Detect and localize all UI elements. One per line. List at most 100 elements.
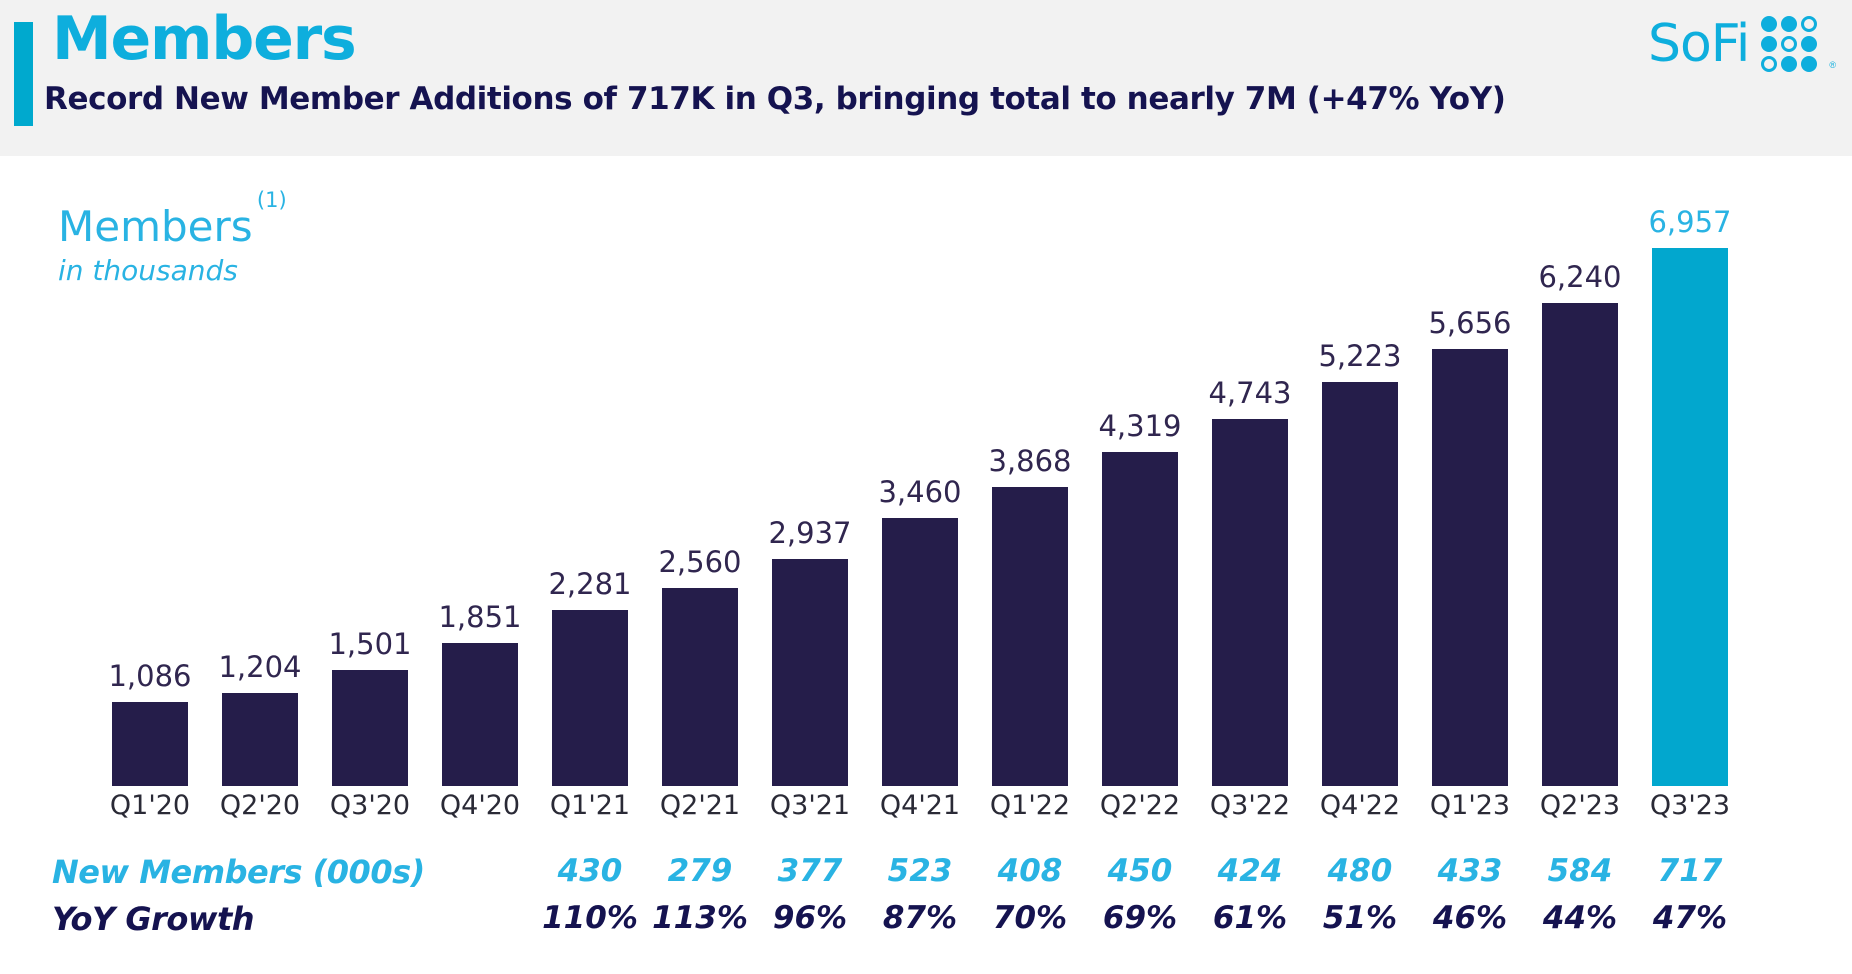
logo-dot-outline-1-1: [1781, 36, 1798, 52]
table-cell: 424: [1217, 853, 1283, 889]
table-cell: 279: [667, 853, 733, 889]
x-axis-label: Q1'21: [549, 790, 631, 821]
logo-dot-filled-2-1: [1781, 56, 1798, 72]
x-axis-label: Q1'20: [109, 790, 191, 821]
bar-column[interactable]: 2,281: [548, 186, 632, 786]
x-axis-label: Q4'20: [439, 790, 521, 821]
slide-header: Members Record New Member Additions of 7…: [0, 0, 1852, 156]
bar-value-label: 2,560: [658, 545, 742, 580]
x-axis-label: Q1'23: [1429, 790, 1511, 821]
bar-rect[interactable]: [992, 486, 1068, 786]
bar-rect[interactable]: [222, 692, 298, 786]
bar-value-label: 6,957: [1648, 205, 1732, 239]
bar-rect[interactable]: [1432, 348, 1508, 786]
x-axis-label: Q2'21: [659, 790, 741, 821]
table-cell: 61%: [1212, 900, 1288, 936]
chart-area: Members (1) in thousands 1,086 1,204 1,501…: [0, 156, 1852, 974]
bar-column[interactable]: 5,223: [1318, 186, 1402, 786]
x-axis-label: Q4'21: [879, 790, 961, 821]
table-cell: 110%: [542, 900, 638, 936]
trademark-symbol: ®: [1829, 60, 1836, 70]
logo-dot-filled-0-1: [1781, 16, 1798, 32]
chart-axis-title: Members (1): [58, 190, 287, 248]
bar-column[interactable]: 1,501: [328, 186, 412, 786]
bar-value-label: 3,868: [988, 443, 1072, 478]
table-cell: 717: [1657, 853, 1723, 889]
bar-value-label: 5,656: [1428, 305, 1512, 340]
table-cell: 69%: [1102, 900, 1178, 936]
table-cell: 523: [887, 853, 953, 889]
bar-rect[interactable]: [1542, 303, 1618, 786]
logo-dot-outline-2-0: [1761, 56, 1778, 72]
sofi-logo: SoFi ®: [1648, 16, 1836, 72]
bar-value-label: 2,937: [768, 515, 852, 550]
table-cell: 70%: [992, 900, 1068, 936]
bar-rect[interactable]: [662, 588, 738, 786]
table-cell: 430: [557, 853, 623, 889]
table-cell: 113%: [652, 900, 748, 936]
table-row: New Members (000s) 430 279 377 523 408 450 424…: [0, 856, 1852, 903]
bar-rect[interactable]: [112, 702, 188, 786]
x-axis-labels: Q1'20 Q2'20 Q3'20 Q4'20 Q1'21 Q2'21 Q3'21 Q4'21…: [95, 792, 1745, 836]
table-cell: 450: [1107, 853, 1173, 889]
bar-rect[interactable]: [772, 558, 848, 786]
bar-rect[interactable]: [882, 518, 958, 786]
bar-value-label: 3,460: [878, 475, 962, 510]
bar-value-label: 1,204: [218, 649, 302, 684]
bar-column[interactable]: 1,204: [218, 186, 302, 786]
bar-column[interactable]: 5,656: [1428, 186, 1512, 786]
x-axis-label: Q2'20: [219, 790, 301, 821]
bar-column[interactable]: 3,460: [878, 186, 962, 786]
x-axis-label: Q3'23: [1649, 790, 1731, 821]
bar-value-label: 6,240: [1538, 260, 1622, 295]
bar-column[interactable]: 1,086: [108, 186, 192, 786]
bar-rect[interactable]: [1652, 248, 1728, 786]
bar-value-label: 1,086: [108, 659, 192, 694]
bar-column[interactable]: 3,868: [988, 186, 1072, 786]
table-cell: 408: [997, 853, 1063, 889]
bar-value-label: 1,851: [438, 599, 522, 634]
x-axis-label: Q3'22: [1209, 790, 1291, 821]
bar-value-label: 5,223: [1318, 339, 1402, 374]
bar-rect[interactable]: [1102, 452, 1178, 786]
bar-rect[interactable]: [1322, 382, 1398, 786]
bar-column[interactable]: 6,240: [1538, 186, 1622, 786]
table-cell: 51%: [1322, 900, 1398, 936]
bar-rect[interactable]: [332, 669, 408, 786]
logo-dot-filled-0-0: [1761, 16, 1778, 32]
logo-dot-filled-1-0: [1761, 36, 1778, 52]
table-cell: 87%: [882, 900, 958, 936]
bar-column[interactable]: 4,319: [1098, 186, 1182, 786]
bar-column[interactable]: 4,743: [1208, 186, 1292, 786]
x-axis-label: Q3'20: [329, 790, 411, 821]
table-cell: 377: [777, 853, 843, 889]
chart-axis-title-block: Members (1) in thousands: [58, 190, 287, 287]
x-axis-label: Q2'22: [1099, 790, 1181, 821]
bar-rect[interactable]: [442, 642, 518, 786]
bar-value-label: 2,281: [548, 566, 632, 601]
bar-value-label: 4,319: [1098, 409, 1182, 444]
bar-column[interactable]: 6,957: [1648, 186, 1732, 786]
bar-rect[interactable]: [552, 609, 628, 786]
x-axis-label: Q4'22: [1319, 790, 1401, 821]
table-cell: 46%: [1432, 900, 1508, 936]
bar-value-label: 1,501: [328, 626, 412, 661]
row-header-yoy-growth: YoY Growth: [52, 900, 255, 938]
table-row: YoY Growth 110% 113% 96% 87% 70% 69% 61% 51% 46%…: [0, 903, 1852, 950]
bar-column[interactable]: 2,560: [658, 186, 742, 786]
row-header-new-members: New Members (000s): [52, 853, 425, 891]
x-axis-label: Q2'23: [1539, 790, 1621, 821]
logo-dot-filled-2-2: [1801, 56, 1818, 72]
sofi-dot-grid-icon: [1761, 16, 1818, 72]
bar-column[interactable]: 1,851: [438, 186, 522, 786]
bar-chart-plot: 1,086 1,204 1,501 1,851 2,281 2,560 2,937 3,460…: [95, 186, 1745, 786]
data-table: New Members (000s) 430 279 377 523 408 450 424…: [0, 856, 1852, 950]
bar-column[interactable]: 2,937: [768, 186, 852, 786]
logo-dot-outline-0-2: [1801, 16, 1818, 32]
chart-axis-units: in thousands: [58, 254, 238, 287]
page-title: Members: [52, 4, 357, 74]
bar-rect[interactable]: [1212, 419, 1288, 786]
x-axis-label: Q3'21: [769, 790, 851, 821]
table-cell: 44%: [1542, 900, 1618, 936]
table-cell: 47%: [1652, 900, 1728, 936]
